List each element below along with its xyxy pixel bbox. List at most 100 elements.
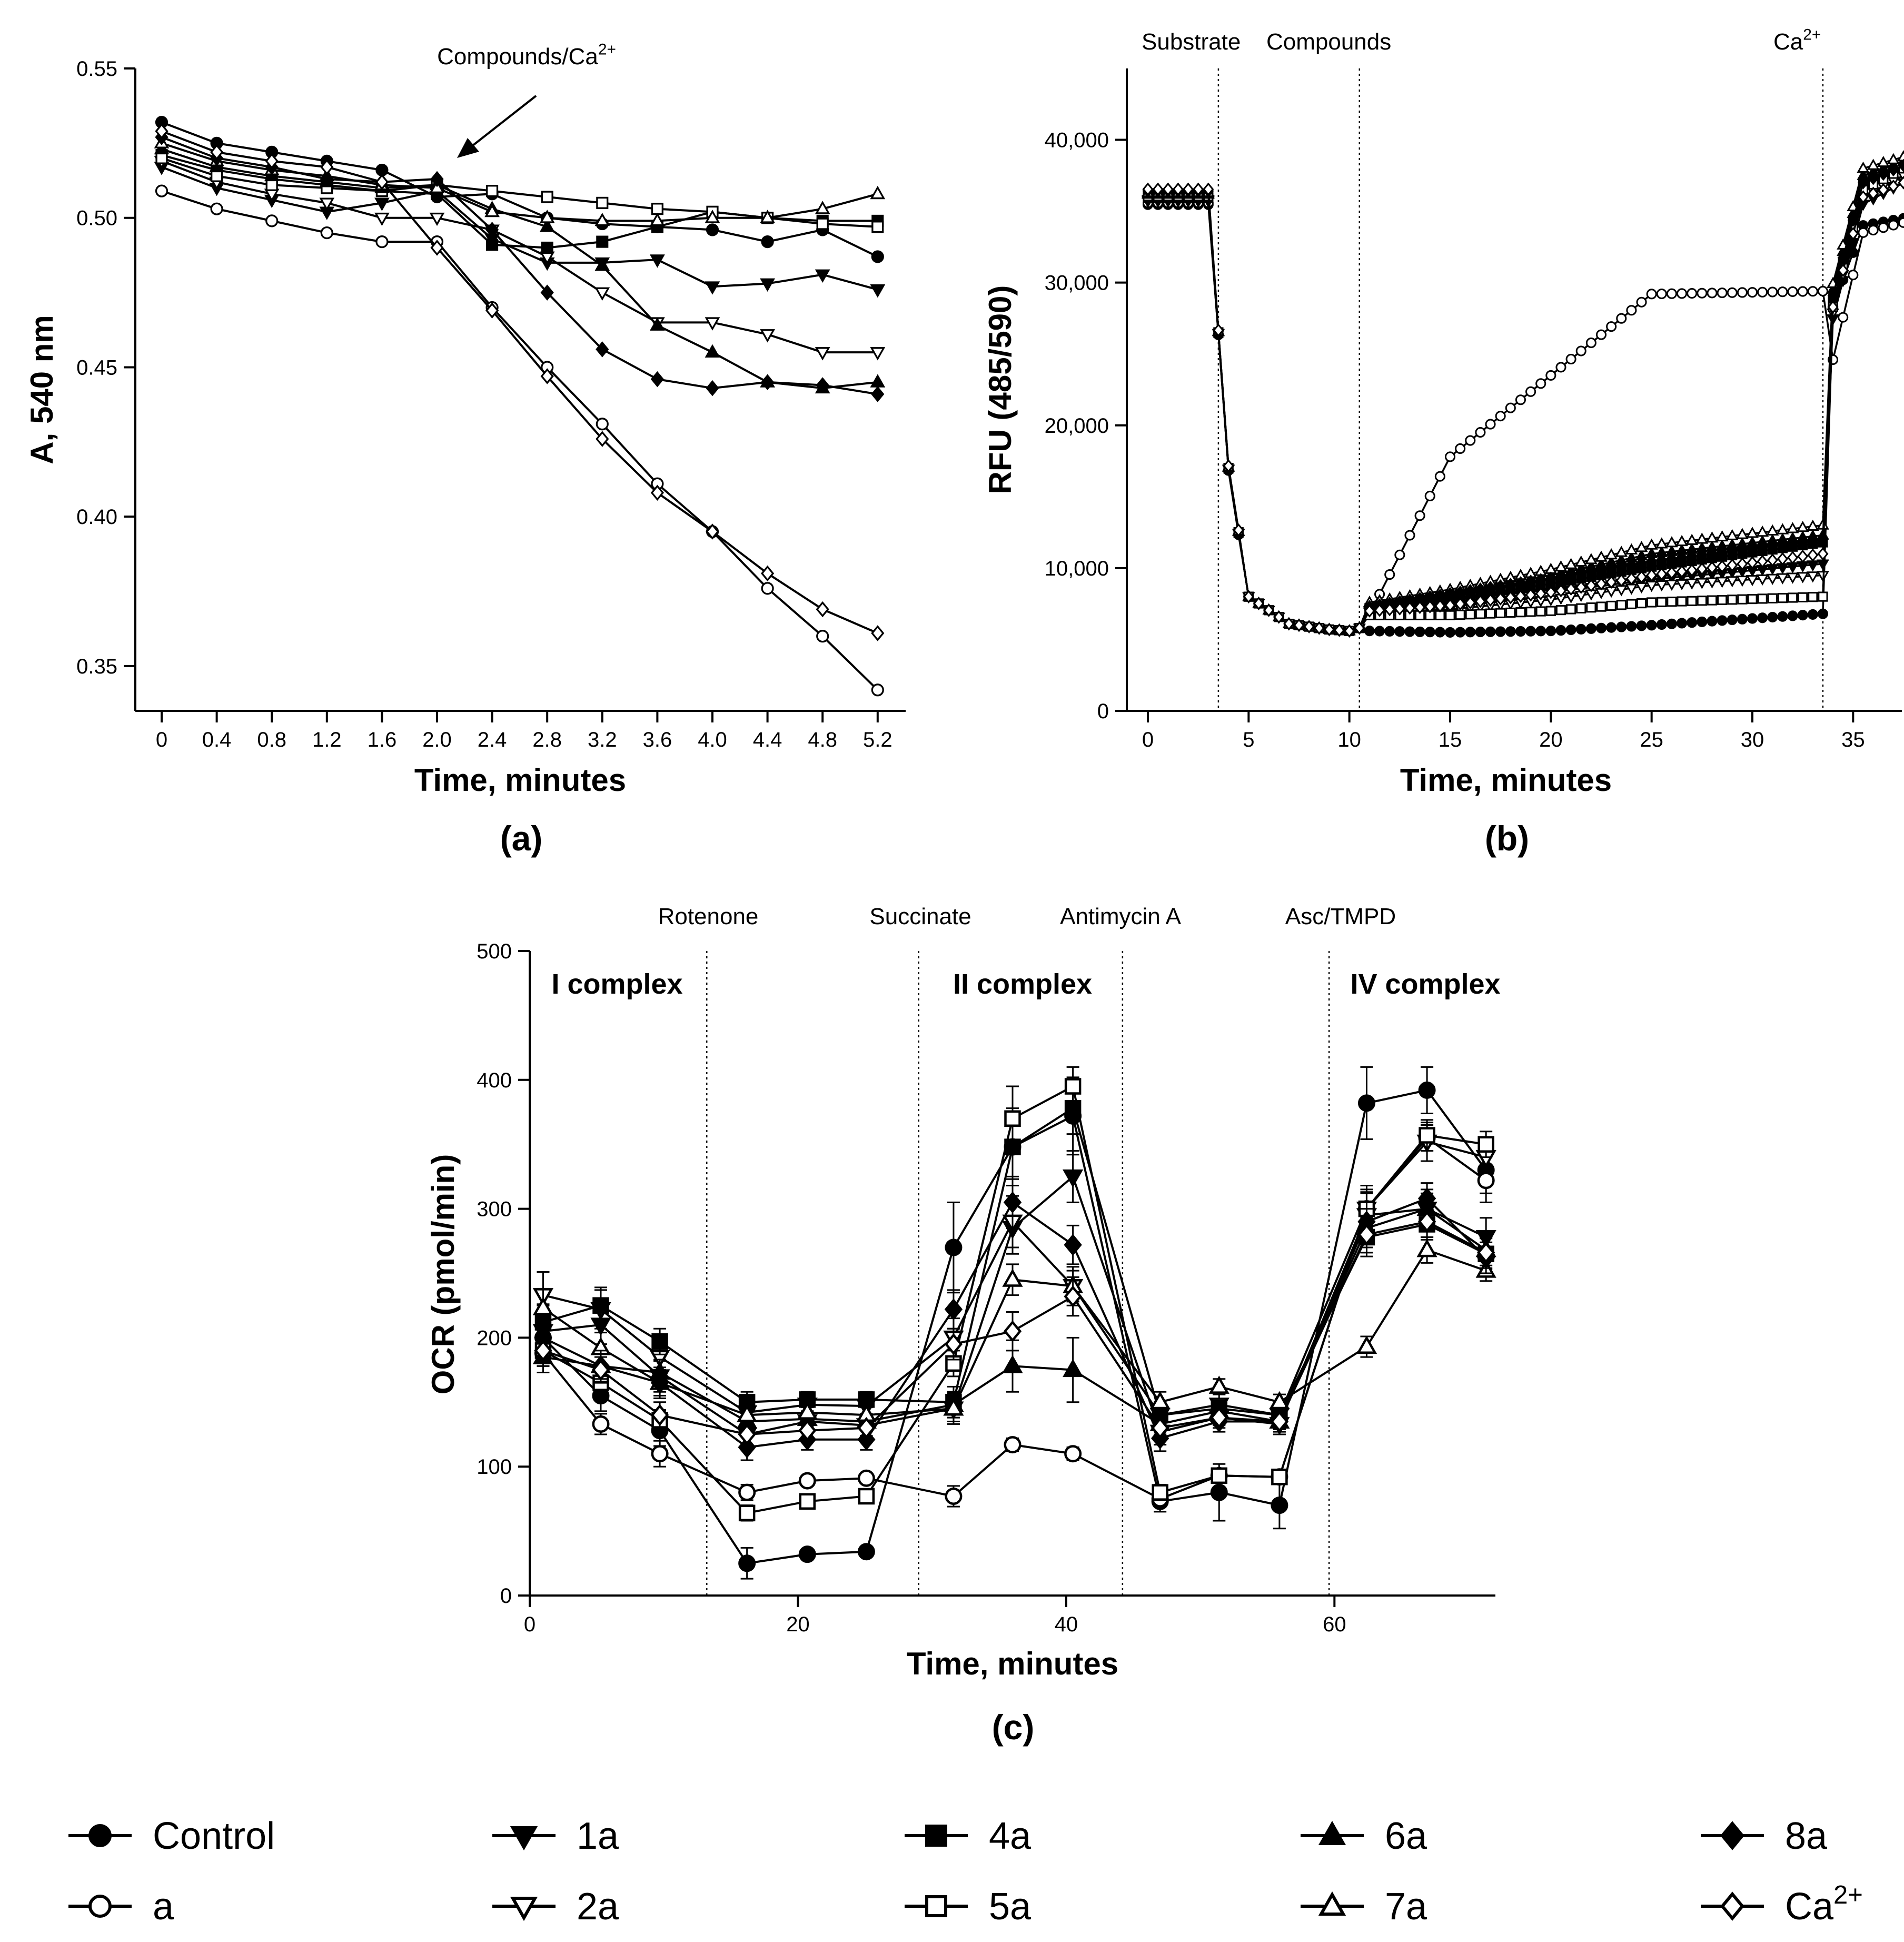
data-point-control [1717, 615, 1728, 626]
data-point-1a [870, 284, 886, 298]
data-point-5a [1687, 596, 1697, 607]
data-point-8a [1737, 543, 1748, 557]
data-point-ca [485, 302, 499, 319]
data-point-2a [374, 212, 390, 226]
data-point-ca [430, 240, 444, 256]
data-point-ca [1444, 598, 1456, 612]
data-point-control [1757, 612, 1768, 623]
data-point-ca [761, 565, 775, 582]
y-tick-label: 100 [477, 1455, 512, 1479]
y-tick-label: 300 [477, 1198, 512, 1221]
data-point-ca [738, 1423, 756, 1445]
data-point-8a [650, 1372, 669, 1394]
data-point-8a [1575, 566, 1587, 580]
data-point-7a [705, 210, 720, 223]
data-point-control [1565, 624, 1576, 636]
data-point-control [1535, 626, 1546, 637]
data-point-ca [1625, 572, 1637, 586]
data-point-ca [265, 153, 279, 170]
injection-label: Rotenone [658, 904, 759, 929]
data-point-ca [1847, 226, 1859, 241]
data-point-control [1697, 616, 1708, 628]
data-point-a [1414, 510, 1425, 521]
data-point-control [1414, 626, 1425, 637]
data-point-5a [871, 221, 884, 233]
data-point-8a [1666, 551, 1678, 566]
data-point-1a [705, 281, 720, 295]
data-point-7a [1715, 530, 1729, 542]
data-point-ca [1696, 562, 1708, 576]
data-point-ca [1515, 589, 1526, 603]
data-point-ca [706, 523, 719, 540]
data-point-ca [1525, 588, 1536, 602]
data-point-a [1004, 1436, 1022, 1454]
x-axis-title: Time, minutes [1400, 762, 1612, 798]
data-point-ca [1354, 621, 1365, 635]
data-point-a [592, 1415, 610, 1433]
data-point-a [1555, 362, 1566, 373]
data-point-8a [1696, 548, 1708, 562]
data-point-7a [1726, 529, 1739, 540]
annotation-arrow-shaft [467, 95, 537, 151]
x-tick-label: 10 [1337, 728, 1361, 751]
data-point-a [1475, 427, 1486, 438]
data-point-5a [1545, 606, 1556, 616]
data-point-ca [1878, 183, 1889, 197]
x-tick-label: 3.6 [643, 728, 672, 751]
data-point-7a [1675, 534, 1689, 547]
data-point-5a [1485, 608, 1496, 619]
data-point-a [1434, 471, 1445, 482]
data-point-ca [1666, 566, 1678, 580]
data-point-ca [1646, 568, 1658, 582]
data-point-6a [870, 374, 886, 388]
data-point-2a [1786, 572, 1799, 584]
legend-marker-6a [1318, 1820, 1346, 1845]
data-point-control [1646, 620, 1657, 631]
legend-entry-control: Control [68, 1815, 275, 1857]
data-point-control [1797, 610, 1808, 621]
data-point-ca [1585, 579, 1597, 592]
data-point-8a [1706, 547, 1718, 560]
data-point-7a [1645, 538, 1658, 550]
data-point-control [706, 223, 719, 236]
injection-annotation: Compounds/Ca2+ [437, 41, 616, 70]
legend-entry-ca: Ca2+ [1701, 1881, 1863, 1928]
x-axis-title: Time, minutes [907, 1646, 1118, 1681]
data-point-a [1404, 530, 1415, 541]
data-point-a [945, 1488, 963, 1505]
panel-label: (a) [500, 819, 543, 858]
data-point-5a [1566, 604, 1576, 615]
data-point-ca [1283, 617, 1295, 631]
data-point-ca [1454, 597, 1466, 611]
data-point-ca [1213, 323, 1224, 337]
data-point-7a [870, 185, 886, 200]
x-tick-label: 0.4 [202, 728, 232, 751]
data-point-ca [1313, 621, 1325, 635]
data-point-ca [1787, 551, 1799, 564]
series-line-7a [161, 142, 878, 222]
data-point-a [1838, 312, 1849, 323]
data-point-5a [1647, 597, 1657, 608]
legend-entry-1a: 1a [492, 1815, 619, 1857]
data-point-control [1374, 626, 1385, 637]
data-point-5a [1737, 594, 1748, 605]
data-point-2a [1776, 573, 1789, 584]
injection-annotation-superscript: 2+ [598, 41, 616, 58]
data-point-7a [943, 1397, 964, 1416]
data-point-a [1888, 220, 1899, 231]
data-point-control [857, 1543, 875, 1561]
legend-marker-a [88, 1895, 112, 1918]
data-point-5a [1717, 595, 1728, 606]
data-point-5a [738, 1504, 756, 1522]
data-point-7a [1756, 526, 1769, 537]
data-point-2a [760, 329, 775, 343]
data-point-2a [594, 287, 610, 301]
data-point-5a [1757, 593, 1768, 604]
x-axis-title: Time, minutes [414, 762, 626, 798]
data-point-5a [1576, 603, 1586, 613]
series-ca [534, 1205, 1495, 1446]
data-point-5a [1697, 596, 1707, 606]
data-point-control [1777, 611, 1788, 622]
y-tick-label: 20,000 [1045, 414, 1109, 438]
data-point-7a [1269, 1391, 1290, 1410]
